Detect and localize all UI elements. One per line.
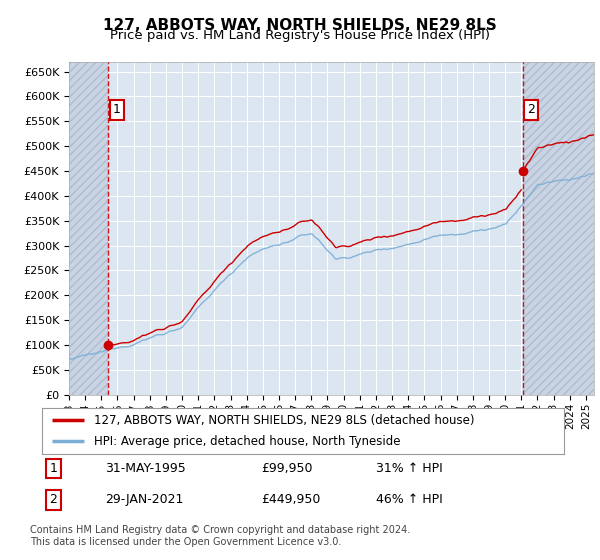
Text: 127, ABBOTS WAY, NORTH SHIELDS, NE29 8LS (detached house): 127, ABBOTS WAY, NORTH SHIELDS, NE29 8LS… (94, 414, 475, 427)
Text: 1: 1 (113, 104, 121, 116)
Text: Contains HM Land Registry data © Crown copyright and database right 2024.
This d: Contains HM Land Registry data © Crown c… (30, 525, 410, 547)
Bar (69, 62, 108, 395)
Text: 127, ABBOTS WAY, NORTH SHIELDS, NE29 8LS: 127, ABBOTS WAY, NORTH SHIELDS, NE29 8LS (103, 18, 497, 34)
Bar (523, 62, 594, 395)
Text: 46% ↑ HPI: 46% ↑ HPI (376, 493, 443, 506)
Text: 29-JAN-2021: 29-JAN-2021 (104, 493, 183, 506)
Text: 1: 1 (50, 462, 58, 475)
Text: 31% ↑ HPI: 31% ↑ HPI (376, 462, 443, 475)
Text: 2: 2 (50, 493, 58, 506)
Text: 31-MAY-1995: 31-MAY-1995 (104, 462, 185, 475)
Text: £99,950: £99,950 (261, 462, 313, 475)
Text: HPI: Average price, detached house, North Tyneside: HPI: Average price, detached house, Nort… (94, 435, 401, 447)
Text: Price paid vs. HM Land Registry's House Price Index (HPI): Price paid vs. HM Land Registry's House … (110, 29, 490, 42)
Text: £449,950: £449,950 (261, 493, 320, 506)
Text: 2: 2 (527, 104, 535, 116)
